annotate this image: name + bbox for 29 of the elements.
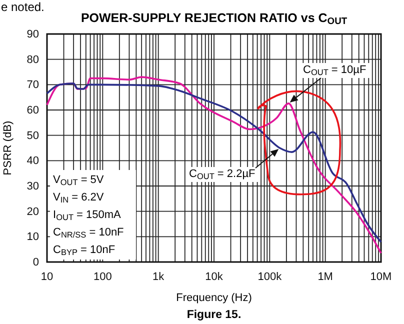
y-tick-label: 90 (26, 28, 39, 41)
annotation: C$_{OUT}$ = 2.2µF (189, 168, 256, 181)
annotation: I$_{OUT}$ = 150mA (53, 209, 122, 222)
annotation: V$_{IN}$ = 6.2V (53, 192, 104, 204)
y-tick-label: 20 (26, 206, 39, 218)
y-tick-label: 30 (26, 180, 39, 193)
x-axis-title: Frequency (Hz) (176, 292, 252, 304)
y-tick-label: 0 (32, 256, 39, 269)
y-tick-label: 10 (26, 231, 39, 244)
y-axis-title: PSRR (dB) (2, 120, 14, 176)
x-tick-label: 10M (370, 270, 392, 283)
caption: Figure 15. (186, 309, 242, 321)
x-tick-label: 1k (152, 270, 165, 283)
y-tick-label: 80 (26, 54, 39, 66)
x-tick-label: 100 (93, 270, 112, 283)
y-tick-label: 40 (26, 155, 39, 168)
x-tick-label: 100k (258, 270, 282, 283)
text: e noted. (1, 0, 44, 14)
chart-title: POWER-SUPPLY REJECTION RATIO vs C$_{OUT}$ (80, 11, 348, 26)
annotation: C$_{OUT}$ = 10µF (303, 64, 366, 77)
x-tick-label: 10 (40, 270, 54, 283)
x-tick-label: 1M (318, 270, 333, 283)
y-tick-label: 60 (26, 104, 39, 117)
annotation: C$_{NR/SS}$ = 10nF (53, 226, 124, 240)
annotation: C$_{BYP}$ = 10nF (53, 244, 116, 257)
y-tick-label: 70 (26, 79, 39, 92)
x-tick-label: 10k (205, 270, 224, 283)
annotation: V$_{OUT}$ = 5V (53, 174, 104, 187)
y-tick-label: 50 (26, 130, 39, 142)
